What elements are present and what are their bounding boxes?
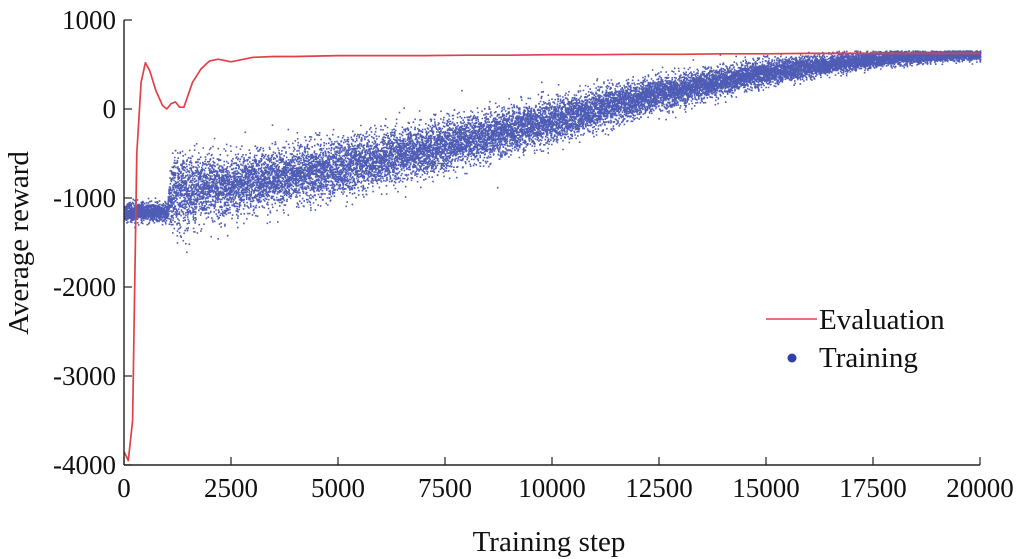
y-tick-label: -3000 bbox=[53, 361, 116, 391]
legend: Evaluation Training bbox=[766, 304, 945, 374]
legend-training-label: Training bbox=[819, 342, 918, 374]
y-axis-title: Average reward bbox=[3, 151, 35, 335]
y-tick-label: 1000 bbox=[62, 5, 116, 35]
x-tick-label: 7500 bbox=[418, 473, 472, 503]
x-tick-label: 10000 bbox=[518, 473, 586, 503]
y-tick-label: 0 bbox=[103, 94, 117, 124]
y-tick-label: -1000 bbox=[53, 183, 116, 213]
x-axis-title: Training step bbox=[473, 526, 626, 558]
evaluation-line bbox=[123, 52, 980, 462]
evaluation-line-layer bbox=[123, 52, 980, 462]
legend-evaluation-label: Evaluation bbox=[819, 304, 945, 336]
x-tick-label: 0 bbox=[117, 473, 131, 503]
x-tick-label: 5000 bbox=[311, 473, 365, 503]
y-tick-label: -2000 bbox=[53, 272, 116, 302]
x-tick-label: 17500 bbox=[839, 473, 907, 503]
y-tick-label: -4000 bbox=[53, 450, 116, 480]
training-point-cloud bbox=[124, 50, 982, 254]
training-scatter bbox=[124, 50, 982, 254]
legend-training-swatch bbox=[787, 353, 797, 363]
x-tick-label: 12500 bbox=[625, 473, 693, 503]
x-tick-label: 2500 bbox=[204, 473, 258, 503]
x-tick-label: 20000 bbox=[946, 473, 1014, 503]
x-tick-label: 15000 bbox=[732, 473, 800, 503]
